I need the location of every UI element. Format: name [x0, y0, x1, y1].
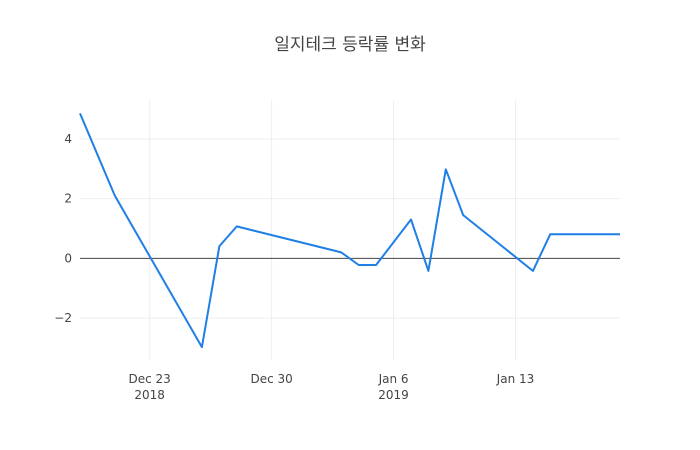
y-tick-label: 2 [64, 192, 72, 206]
data-point [582, 231, 588, 237]
data-point [443, 166, 449, 172]
data-point [77, 110, 83, 116]
y-axis: 4 2 0 −2 [54, 132, 72, 325]
data-point [373, 262, 379, 268]
x-tick-year-label: 2018 [134, 388, 165, 402]
data-point [530, 268, 536, 274]
y-tick-label: −2 [54, 311, 72, 325]
x-tick-label: Dec 30 [250, 372, 292, 386]
y-tick-label: 0 [64, 251, 72, 265]
data-point [356, 262, 362, 268]
x-tick-label: Jan 13 [496, 372, 535, 386]
data-point [408, 217, 414, 223]
series-line [79, 113, 620, 349]
data-point [199, 344, 205, 350]
grid [80, 100, 620, 360]
y-tick-label: 4 [64, 132, 72, 146]
data-point [547, 231, 553, 237]
data-point [216, 243, 222, 249]
data-point [234, 223, 240, 229]
data-point [112, 193, 118, 199]
data-point [460, 212, 466, 218]
data-point [565, 231, 571, 237]
data-point [338, 249, 344, 255]
data-point [617, 231, 623, 237]
chart-title: 일지테크 등락률 변화 [274, 35, 426, 55]
series-layer [77, 110, 623, 350]
x-tick-year-label: 2019 [378, 388, 409, 402]
x-tick-label: Jan 6 [378, 372, 409, 386]
x-tick-label: Dec 23 [129, 372, 171, 386]
x-axis: Dec 23 2018 Dec 30 Jan 6 2019 Jan 13 [129, 372, 535, 402]
data-point [425, 268, 431, 274]
